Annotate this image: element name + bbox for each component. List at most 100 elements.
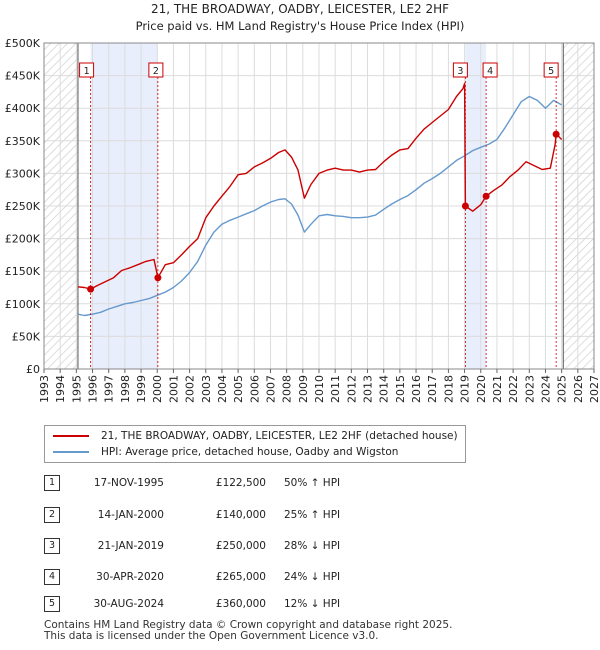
- transaction-hpi-diff: 25% ↑ HPI: [284, 509, 341, 521]
- x-tick-label: 2005: [232, 375, 245, 403]
- x-tick-label: 2027: [588, 375, 600, 403]
- x-tick-label: 2001: [167, 375, 180, 403]
- transaction-date: 30-AUG-2024: [93, 598, 164, 610]
- x-tick-label: 2012: [345, 375, 358, 403]
- chart-legend: 21, THE BROADWAY, OADBY, LEICESTER, LE2 …: [44, 425, 466, 463]
- sale-label-box: [148, 62, 164, 78]
- sale-label-text: 5: [548, 66, 554, 77]
- x-tick-label: 2024: [539, 375, 552, 403]
- x-tick-label: 1999: [135, 375, 148, 403]
- x-tick-label: 2013: [362, 375, 375, 403]
- x-tick-label: 2020: [475, 375, 488, 403]
- transaction-number-badge: 2: [44, 507, 60, 523]
- transaction-price: £122,500: [215, 477, 266, 489]
- sale-point: [154, 274, 162, 282]
- x-tick-label: 2018: [442, 375, 455, 403]
- sale-label-box: [79, 62, 95, 78]
- sale-label-text: 1: [84, 66, 90, 77]
- x-tick-label: 2011: [329, 375, 342, 403]
- transaction-date: 21-JAN-2019: [97, 540, 164, 552]
- sale-label-text: 4: [487, 66, 493, 77]
- x-tick-label: 2006: [248, 375, 261, 403]
- footer-license: This data is licensed under the Open Gov…: [44, 630, 379, 642]
- chart-subtitle: Price paid vs. HM Land Registry's House …: [136, 19, 465, 33]
- x-tick-label: 2017: [426, 375, 439, 403]
- sale-point: [482, 192, 490, 200]
- y-tick-label: £300K: [5, 167, 41, 180]
- table-row: 5 30-AUG-2024 £360,000 12% ↓ HPI: [44, 595, 444, 613]
- x-tick-label: 2022: [507, 375, 520, 403]
- sale-label-text: 3: [457, 66, 463, 77]
- x-tick-label: 2019: [459, 375, 472, 403]
- transaction-hpi-diff: 24% ↓ HPI: [284, 571, 341, 583]
- y-tick-label: £400K: [5, 102, 41, 115]
- y-tick-label: £250K: [5, 200, 41, 213]
- y-tick-label: £100K: [5, 298, 41, 311]
- x-tick-label: 2000: [151, 375, 164, 403]
- transaction-number-badge: 3: [44, 538, 60, 554]
- x-tick-label: 2002: [184, 375, 197, 403]
- x-tick-label: 2026: [572, 375, 585, 403]
- sale-label-box: [452, 62, 468, 78]
- transaction-number-badge: 4: [44, 569, 60, 585]
- sale-point: [87, 285, 95, 293]
- x-tick-label: 2016: [410, 375, 423, 403]
- x-tick-label: 2015: [394, 375, 407, 403]
- transaction-date: 17-NOV-1995: [93, 477, 164, 489]
- series-line-hpi: [77, 95, 562, 317]
- table-row: 1 17-NOV-1995 £122,500 50% ↑ HPI: [44, 474, 444, 492]
- legend-label-hpi: HPI: Average price, detached house, Oadb…: [101, 446, 399, 458]
- transaction-hpi-diff: 28% ↓ HPI: [284, 540, 341, 552]
- transaction-price: £265,000: [215, 571, 266, 583]
- transaction-date: 14-JAN-2000: [97, 509, 164, 521]
- x-tick-label: 1998: [119, 375, 132, 403]
- chart-title: 21, THE BROADWAY, OADBY, LEICESTER, LE2 …: [151, 2, 449, 16]
- x-tick-label: 2009: [297, 375, 310, 403]
- footer-attribution: Contains HM Land Registry data © Crown c…: [44, 620, 452, 642]
- y-tick-label: £150K: [5, 265, 41, 278]
- sale-point: [552, 130, 560, 138]
- x-tick-label: 2007: [264, 375, 277, 403]
- x-tick-label: 1996: [87, 375, 100, 403]
- x-tick-label: 2003: [200, 375, 213, 403]
- price-chart: 21, THE BROADWAY, OADBY, LEICESTER, LE2 …: [5, 2, 600, 403]
- x-tick-label: 1997: [103, 375, 116, 403]
- y-tick-label: £0: [26, 363, 40, 376]
- transaction-hpi-diff: 12% ↓ HPI: [284, 598, 341, 610]
- sale-label-box: [482, 62, 498, 78]
- x-tick-label: 1994: [54, 375, 67, 403]
- transaction-price: £250,000: [215, 540, 266, 552]
- x-tick-label: 1995: [70, 375, 83, 403]
- x-tick-label: 1993: [38, 375, 51, 403]
- table-row: 3 21-JAN-2019 £250,000 28% ↓ HPI: [44, 537, 444, 555]
- sale-label-text: 2: [153, 66, 159, 77]
- x-tick-label: 2014: [378, 375, 391, 403]
- transaction-price: £140,000: [215, 509, 266, 521]
- y-tick-label: £350K: [5, 135, 41, 148]
- y-tick-label: £50K: [12, 330, 41, 343]
- legend-swatch-blue: [53, 451, 89, 453]
- legend-item-hpi: HPI: Average price, detached house, Oadb…: [53, 444, 398, 460]
- x-tick-label: 2010: [313, 375, 326, 403]
- x-tick-label: 2025: [556, 375, 569, 403]
- y-tick-label: £500K: [5, 37, 41, 50]
- x-tick-label: 2004: [216, 375, 229, 403]
- transaction-price: £360,000: [215, 598, 266, 610]
- transaction-date: 30-APR-2020: [96, 571, 164, 583]
- sale-point: [461, 202, 469, 210]
- table-row: 4 30-APR-2020 £265,000 24% ↓ HPI: [44, 568, 444, 586]
- y-tick-label: £200K: [5, 233, 41, 246]
- sale-label-box: [543, 62, 559, 78]
- footer-copyright: Contains HM Land Registry data © Crown c…: [44, 619, 453, 631]
- x-tick-label: 2023: [523, 375, 536, 403]
- transaction-number-badge: 1: [44, 475, 60, 491]
- x-tick-label: 2008: [281, 375, 294, 403]
- legend-item-property: 21, THE BROADWAY, OADBY, LEICESTER, LE2 …: [53, 428, 458, 444]
- legend-label-property: 21, THE BROADWAY, OADBY, LEICESTER, LE2 …: [101, 430, 458, 442]
- x-tick-label: 2021: [491, 375, 504, 403]
- y-tick-label: £450K: [5, 70, 41, 83]
- table-row: 2 14-JAN-2000 £140,000 25% ↑ HPI: [44, 506, 444, 524]
- legend-swatch-red: [53, 435, 89, 437]
- transaction-number-badge: 5: [44, 596, 60, 612]
- transaction-hpi-diff: 50% ↑ HPI: [284, 477, 341, 489]
